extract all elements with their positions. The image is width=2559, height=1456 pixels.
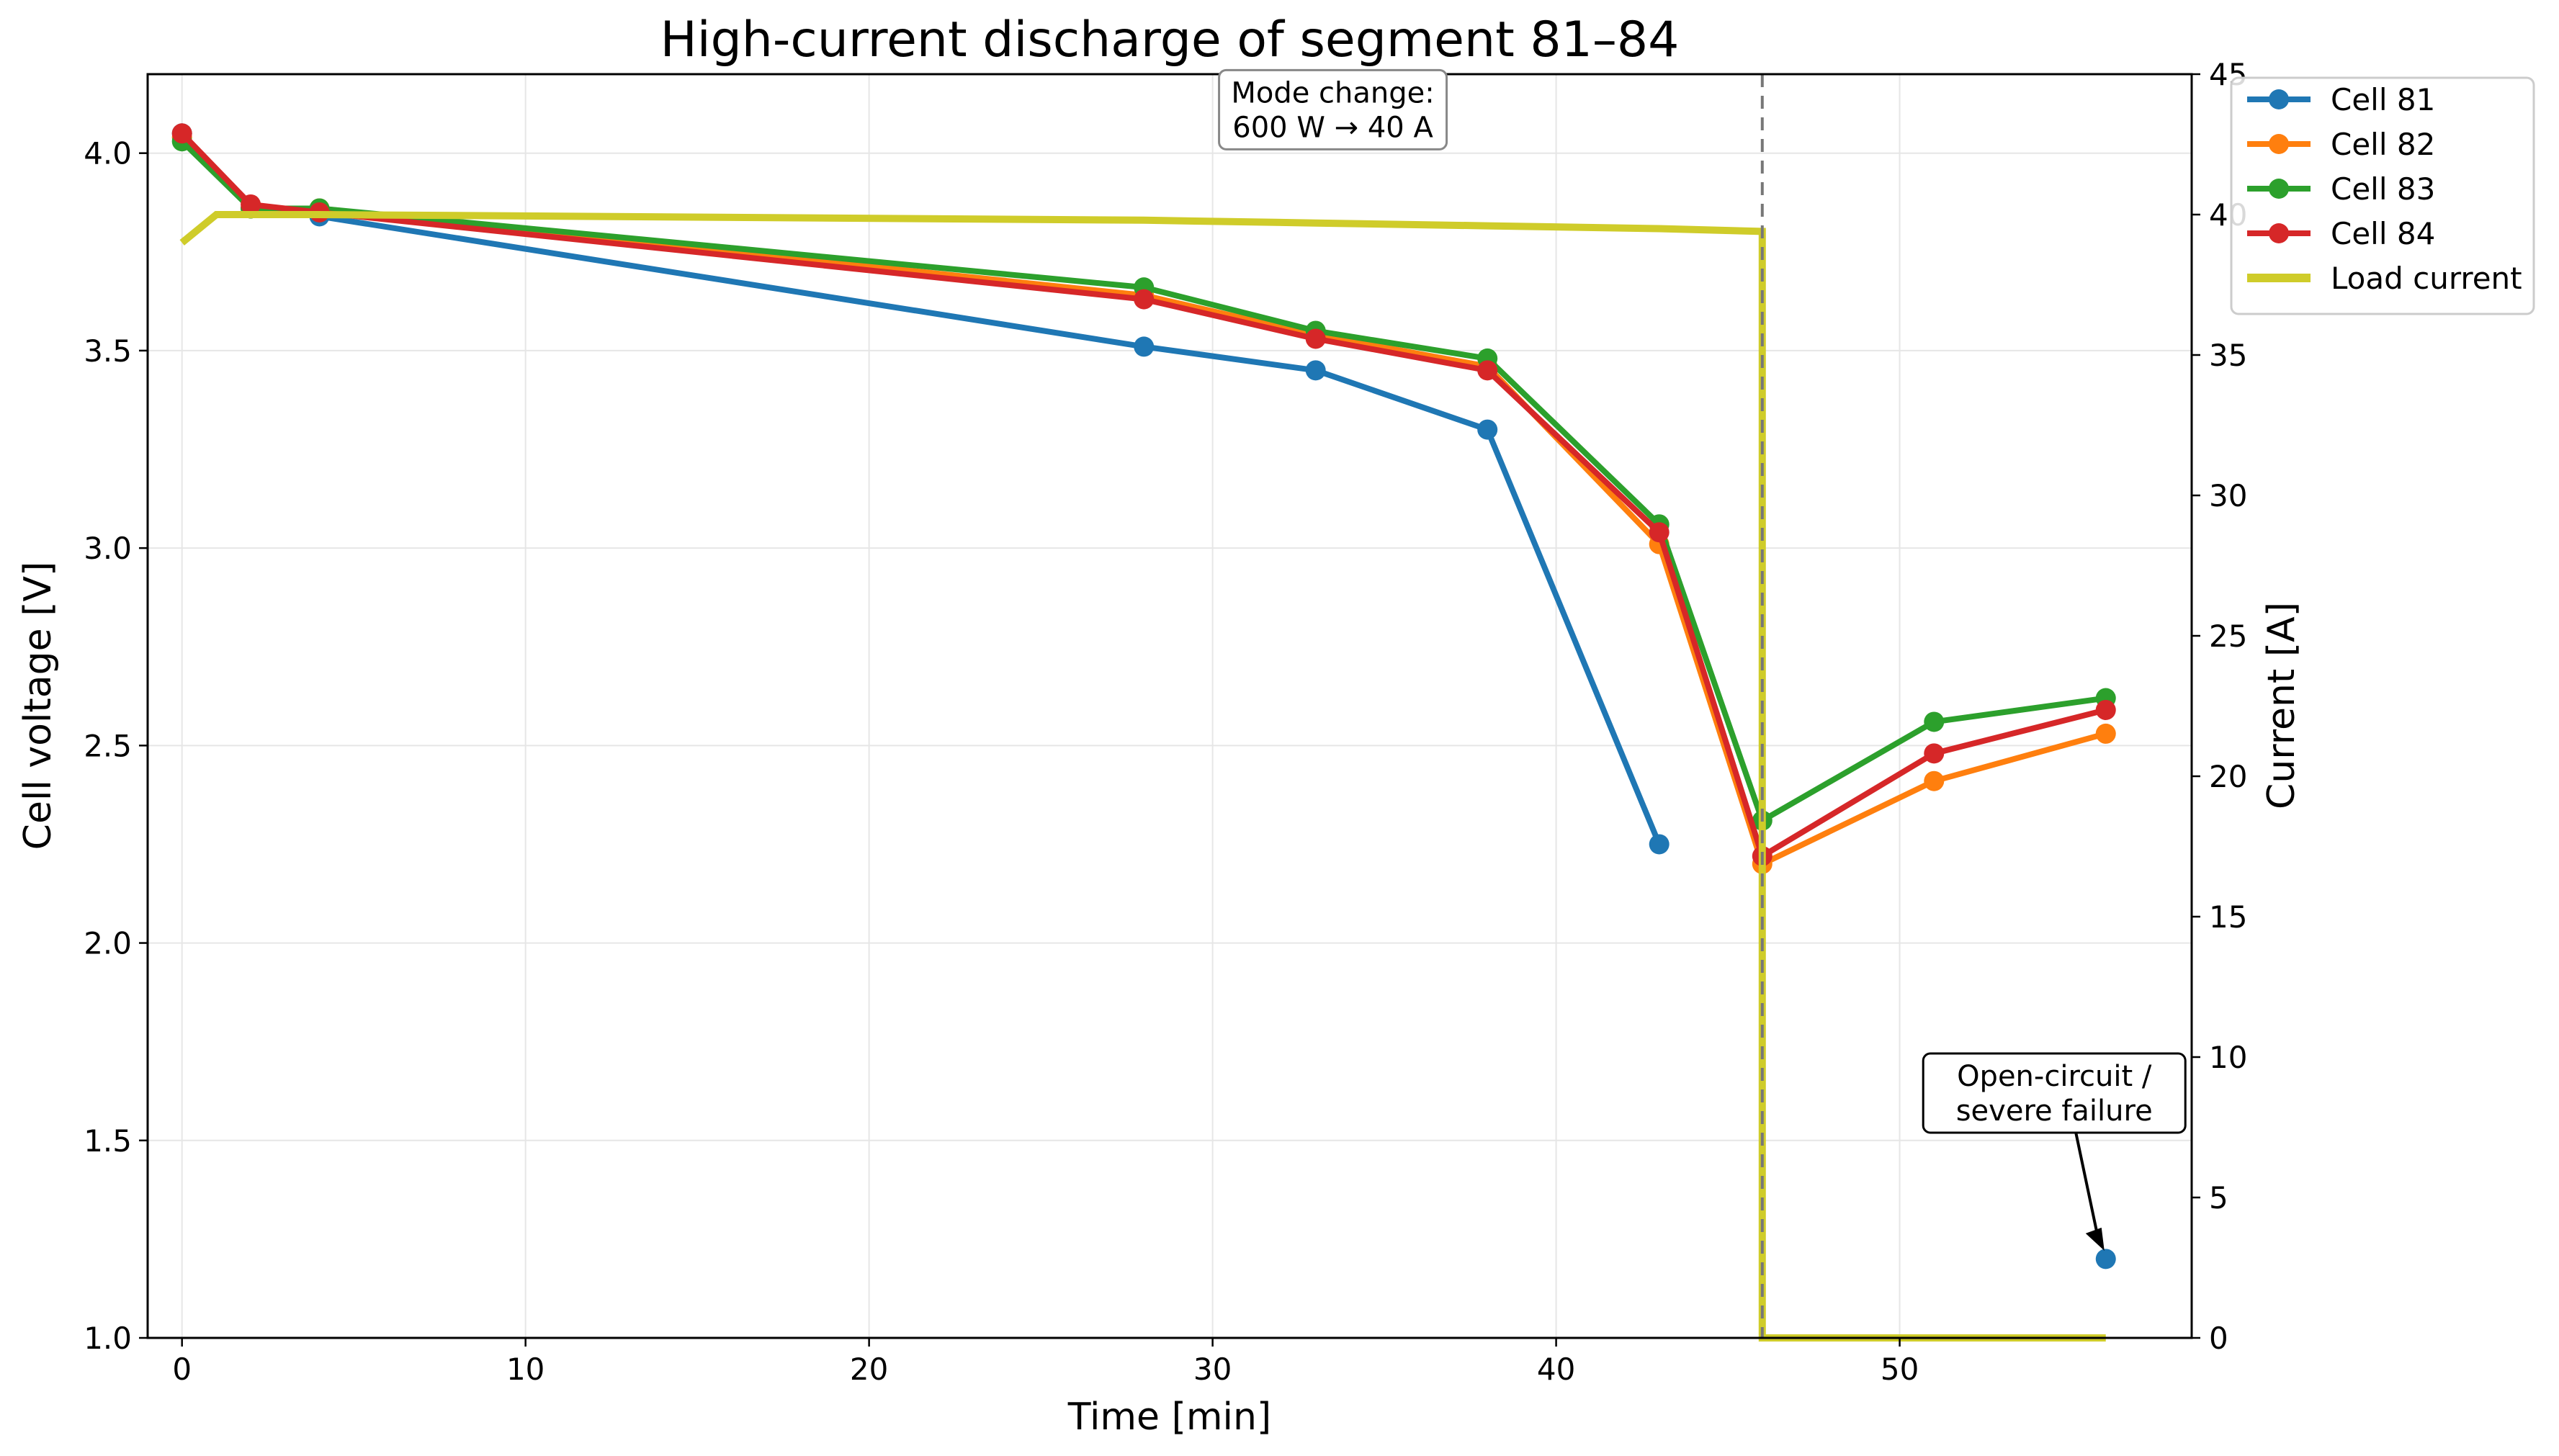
cell-81-point (1477, 419, 1498, 440)
legend-label: Cell 83 (2331, 171, 2435, 207)
annotation-frame (1218, 68, 1448, 150)
legend-marker (2269, 134, 2289, 154)
annotation-text: Mode change: (1231, 76, 1434, 109)
cell-81-point (1649, 834, 1670, 855)
legend-label: Load current (2331, 261, 2522, 296)
legend-frame (2230, 76, 2535, 315)
x-tick-label: 30 (1193, 1352, 1232, 1387)
legend: Cell 81 Cell 82 Cell 83 Cell 84 Load current (2230, 76, 2535, 315)
arrow-head-icon (2085, 1227, 2105, 1251)
legend-entry-cell-83: Cell 83 (2247, 171, 2435, 207)
y2-tick-label: 15 (2209, 899, 2247, 935)
cell-83-line (179, 139, 2107, 824)
cell-81-line (179, 131, 1662, 845)
cell-84-point (241, 194, 261, 215)
x-tick-label: 40 (1537, 1352, 1575, 1387)
plot-frame (146, 73, 2193, 1339)
cell-84-line (179, 131, 2107, 859)
y-tick-label: 3.0 (84, 531, 132, 566)
annotation-arrow (2074, 1132, 2100, 1241)
grid-lines (148, 74, 2192, 1339)
axes: 0 10 20 30 40 50 1.0 1.5 2.0 2.5 3.0 3.5 4.0 0 5 10 15 20… (84, 57, 2247, 1387)
cell-84-point (1305, 328, 1326, 349)
legend-entry-cell-82: Cell 82 (2247, 127, 2435, 162)
y2-tick-label: 0 (2209, 1321, 2228, 1356)
y-tick-label: 3.5 (84, 333, 132, 369)
cell-82-point (2095, 723, 2116, 744)
annotation-box: Open-circuit /severe failure (1922, 1052, 2187, 1251)
cell-84-point (171, 123, 192, 144)
cell-84-point (1649, 522, 1670, 543)
x-tick-label: 20 (850, 1352, 888, 1387)
legend-marker (2269, 179, 2289, 199)
legend-label: Cell 82 (2331, 127, 2435, 162)
y-tick-label: 2.5 (84, 728, 132, 763)
annotation-frame (1922, 1052, 2187, 1134)
annotation-box: Mode change:600 W → 40 A (1218, 68, 1448, 150)
legend-label: Cell 81 (2331, 82, 2435, 117)
plot-area (171, 74, 2116, 1342)
legend-marker (2269, 223, 2289, 243)
cell-84-point (1134, 289, 1155, 310)
annotation-text: 600 W → 40 A (1232, 111, 1433, 144)
cell-84-point (1924, 743, 1945, 764)
y2-tick-label: 35 (2209, 338, 2247, 373)
cell-81-point (2095, 1249, 2116, 1269)
load-current-line (179, 211, 2106, 1342)
legend-entry-load-current: Load current (2247, 261, 2522, 296)
annotation-text: Open-circuit / (1957, 1060, 2152, 1093)
y2-tick-label: 30 (2209, 478, 2247, 513)
cell-84-point (2095, 699, 2116, 720)
x-tick-label: 0 (172, 1352, 192, 1387)
y-axis-label: Cell voltage [V] (17, 562, 60, 850)
y-tick-label: 2.0 (84, 926, 132, 961)
legend-label: Cell 84 (2331, 216, 2435, 251)
y2-axis-label: Current [A] (2260, 602, 2303, 809)
x-tick-label: 50 (1881, 1352, 1919, 1387)
legend-marker (2269, 89, 2289, 109)
cell-82-point (1924, 770, 1945, 791)
cell-81-point (1134, 336, 1155, 357)
legend-entry-cell-81: Cell 81 (2247, 82, 2435, 117)
cell-84-point (1477, 360, 1498, 381)
annotation-text: severe failure (1956, 1095, 2153, 1128)
y2-tick-label: 5 (2209, 1180, 2228, 1215)
x-tick-label: 10 (506, 1352, 544, 1387)
x-axis-label: Time [min] (1067, 1396, 1271, 1439)
y-tick-label: 1.5 (84, 1123, 132, 1159)
y2-tick-label: 25 (2209, 619, 2247, 654)
y2-tick-label: 20 (2209, 759, 2247, 794)
y-tick-label: 1.0 (84, 1321, 132, 1356)
y-tick-label: 4.0 (84, 136, 132, 171)
legend-entry-cell-84: Cell 84 (2247, 216, 2435, 251)
annotations: Mode change:600 W → 40 A Open-circuit /se… (1218, 68, 2187, 1251)
cell-82-line (179, 135, 2107, 867)
chart-title: High-current discharge of segment 81–84 (660, 12, 1680, 68)
y2-tick-label: 10 (2209, 1040, 2247, 1075)
cell-83-point (1924, 711, 1945, 732)
cell-81-point (1305, 360, 1326, 381)
